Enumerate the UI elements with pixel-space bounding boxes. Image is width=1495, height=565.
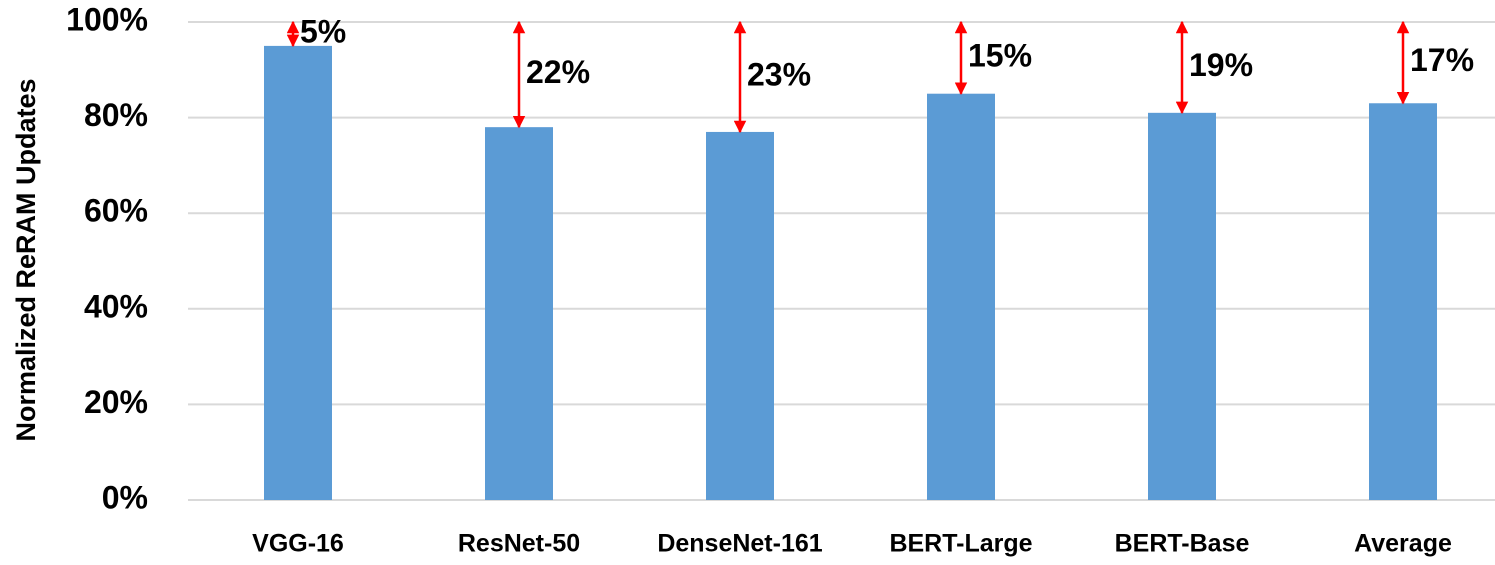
x-tick-label: ResNet-50 (458, 530, 580, 558)
x-tick-label: BERT-Base (1115, 530, 1250, 558)
bar (264, 45, 332, 501)
y-axis-title: Normalized ReRAM Updates (11, 78, 41, 441)
y-tick-label: 40% (84, 288, 148, 324)
y-tick-label: 20% (84, 384, 148, 420)
x-tick-label: Average (1354, 530, 1452, 558)
y-tick-label: 60% (84, 193, 148, 229)
reduction-label: 5% (300, 13, 346, 49)
x-tick-label: DenseNet-161 (657, 530, 822, 558)
reduction-label: 17% (1410, 42, 1474, 78)
reduction-label: 19% (1189, 47, 1253, 83)
bar (927, 93, 995, 500)
bar (1148, 112, 1216, 500)
x-tick-label: VGG-16 (252, 530, 344, 558)
reduction-label: 15% (968, 37, 1032, 73)
reduction-label: 23% (747, 56, 811, 92)
y-tick-label: 100% (66, 1, 148, 37)
bar (485, 127, 553, 500)
x-tick-label: BERT-Large (889, 530, 1032, 558)
bar (1369, 103, 1437, 500)
bar (706, 131, 774, 500)
reduction-label: 22% (526, 54, 590, 90)
y-tick-label: 80% (84, 97, 148, 133)
y-tick-label: 0% (102, 479, 148, 515)
